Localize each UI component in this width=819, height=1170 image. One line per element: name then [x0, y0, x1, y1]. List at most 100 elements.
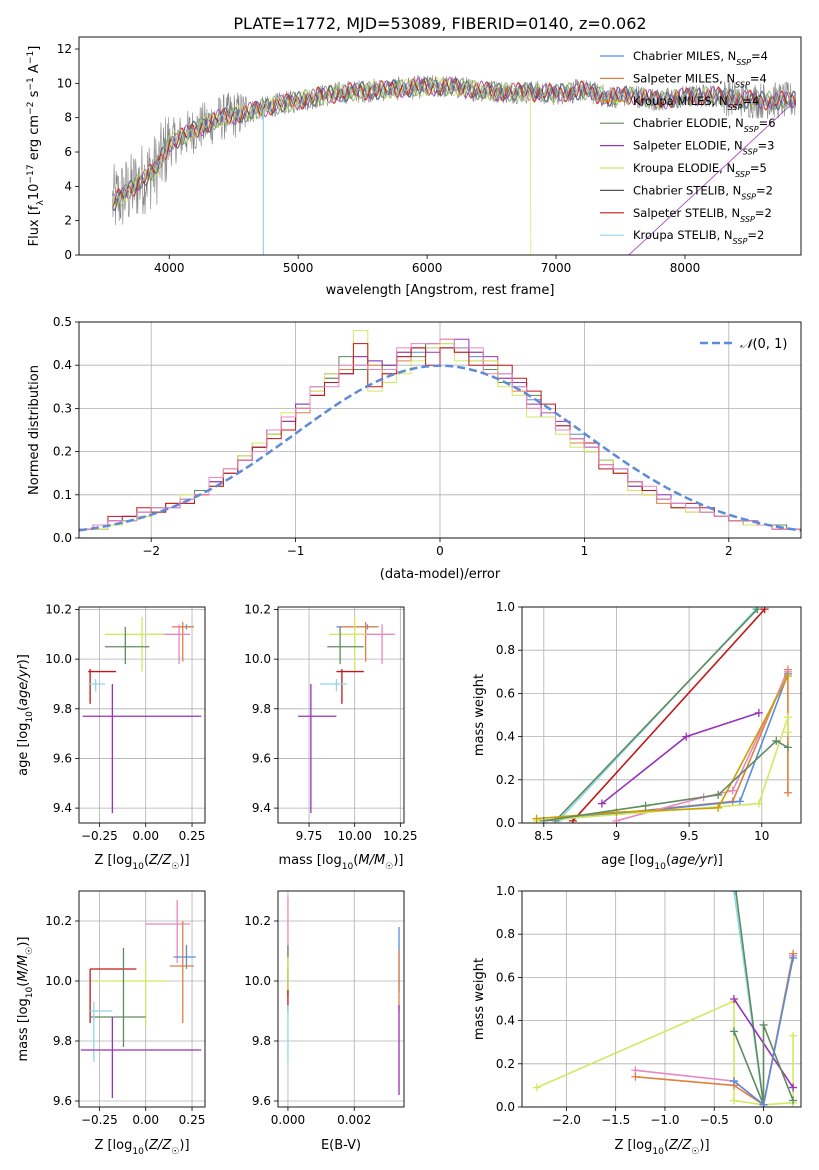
y-tick-label: 12	[57, 42, 72, 56]
plot-area	[80, 900, 202, 1098]
y-axis-label: Normed distribution	[27, 365, 42, 495]
weight-marker	[735, 797, 744, 806]
y-tick-label: 1.0	[496, 884, 515, 898]
x-tick-label: −1.0	[650, 1113, 679, 1127]
x-tick-label: −1	[287, 544, 305, 558]
gridlines	[522, 890, 801, 1108]
y-tick-label: 0.6	[496, 686, 515, 700]
y-tick-label: 0.8	[496, 643, 515, 657]
y-tick-label: 10.0	[45, 974, 72, 988]
weight-marker	[754, 708, 763, 717]
mass-vs-z-axes: −0.25 0.00 0.25 9.6 9.8 10.0 10.2	[45, 890, 206, 1127]
weight-marker	[754, 799, 763, 808]
weight-marker	[759, 1020, 768, 1029]
axes-frame	[521, 606, 802, 824]
x-tick-label: 5000	[283, 261, 314, 275]
plot-area	[82, 616, 202, 814]
weight-line	[735, 891, 765, 1105]
y-tick-label: 9.4	[252, 801, 271, 815]
weight-vs-age-axes: 8.5 9 9.5 10 0.0 0.2 0.4 0.6 0.8 1.0	[496, 600, 802, 843]
y-tick-label: 4	[64, 179, 72, 193]
y-tick-label: 9.4	[53, 801, 72, 815]
x-tick-label: 0.25	[179, 829, 206, 843]
y-tick-label: 0.0	[53, 531, 72, 545]
y-tick-label: 9.6	[252, 1094, 271, 1108]
weight-marker	[532, 1083, 541, 1092]
plot-area	[298, 616, 395, 814]
y-tick-label: 0.4	[496, 1014, 515, 1028]
legend-label: 𝒩(0, 1)	[740, 337, 787, 352]
age-vs-z-axes: −0.25 0.00 0.25 9.4 9.6 9.8 10.0 10.2	[45, 602, 206, 843]
x-tick-label: 0.0	[754, 1113, 773, 1127]
y-tick-label: 0	[64, 248, 72, 262]
x-tick-label: 8000	[670, 261, 701, 275]
plot-area	[532, 891, 798, 1107]
ticks: −0.25 0.00 0.25 9.4 9.6 9.8 10.0 10.2	[45, 602, 205, 843]
weight-marker	[753, 607, 762, 614]
legend-label: Salpeter STELIB, NSSP=2	[633, 206, 772, 224]
y-tick-label: 10.0	[244, 652, 271, 666]
y-tick-label: 0.3	[53, 401, 72, 415]
weight-marker	[760, 607, 769, 614]
axes-frame	[521, 890, 802, 1108]
weight-marker	[783, 713, 792, 722]
weight-marker	[789, 1031, 798, 1040]
model-line	[112, 77, 797, 211]
x-axis-label: Z [log10(Z/Z☉)]	[94, 1138, 189, 1157]
legend-label: Kroupa STELIB, NSSP=2	[633, 228, 764, 246]
x-tick-label: 7000	[541, 261, 572, 275]
y-tick-label: 9.8	[252, 1034, 271, 1048]
y-tick-label: 0.2	[496, 773, 515, 787]
y-tick-label: 9.6	[252, 751, 271, 765]
spectrum-axes: 4000 5000 6000 7000 8000 0 2 4 6 8 10 12	[57, 36, 802, 275]
y-tick-label: 10.2	[45, 602, 72, 616]
x-tick-label: 0.00	[132, 1113, 159, 1127]
y-tick-label: 9.8	[53, 1034, 72, 1048]
weight-marker	[783, 672, 792, 681]
ticks: −0.25 0.00 0.25 9.6 9.8 10.0 10.2	[45, 914, 205, 1127]
weight-marker	[728, 786, 737, 795]
y-tick-label: 0.5	[53, 315, 72, 329]
y-tick-label: 6	[64, 145, 72, 159]
legend-label: Salpeter MILES, NSSP=4	[633, 71, 767, 89]
axes-frame	[78, 606, 206, 824]
y-tick-label: 9.6	[53, 751, 72, 765]
y-axis-label: mass [log10(M/M☉)]	[16, 937, 35, 1062]
x-axis-label: E(B-V)	[321, 1138, 361, 1153]
weight-marker	[729, 995, 738, 1003]
plot-area	[112, 74, 797, 255]
weight-marker	[612, 816, 621, 823]
x-axis-label: Z [log10(Z/Z☉)]	[614, 1138, 709, 1157]
x-tick-label: 0.25	[179, 1113, 206, 1127]
weight-marker	[682, 732, 691, 741]
weight-line	[536, 675, 789, 820]
y-tick-label: 0.2	[496, 1057, 515, 1071]
weight-marker	[714, 790, 723, 799]
x-axis-label: (data-model)/error	[380, 567, 501, 582]
weight-marker	[789, 953, 798, 962]
x-tick-label: 0	[436, 544, 444, 558]
y-tick-label: 0.8	[496, 927, 515, 941]
weight-marker	[539, 816, 548, 823]
ticks: 8.5 9 9.5 10 0.0 0.2 0.4 0.6 0.8 1.0	[496, 600, 770, 843]
model-line	[112, 77, 796, 206]
weight-marker	[783, 728, 792, 737]
weight-marker	[631, 1072, 640, 1081]
x-tick-label: 4000	[154, 261, 185, 275]
x-tick-label: 0.002	[337, 1113, 371, 1127]
weight-line	[543, 673, 789, 822]
y-tick-label: 10	[57, 76, 72, 90]
legend-label: Salpeter ELODIE, NSSP=3	[633, 139, 774, 157]
y-tick-label: 0.2	[53, 445, 72, 459]
weight-vs-z-axes: −2.0 −1.5 −1.0 −0.5 0.0 0.0 0.2 0.4 0.6 0.8 1.0	[496, 884, 802, 1127]
weight-marker	[597, 799, 606, 808]
y-tick-label: 10.0	[244, 974, 271, 988]
ticks: 0.000 0.002 9.6 9.8 10.0 10.2	[244, 914, 371, 1127]
weight-line	[536, 716, 789, 822]
histogram-axes: −2 −1 0 1 2 0.0 0.1 0.2 0.3 0.4 0.5	[53, 315, 802, 558]
x-axis-label: wavelength [Angstrom, rest frame]	[326, 283, 555, 298]
weight-marker	[783, 743, 792, 752]
ticks: −2 −1 0 1 2 0.0 0.1 0.2 0.3 0.4 0.5	[53, 315, 733, 558]
y-tick-label: 10.2	[45, 914, 72, 928]
weight-marker	[729, 891, 738, 895]
